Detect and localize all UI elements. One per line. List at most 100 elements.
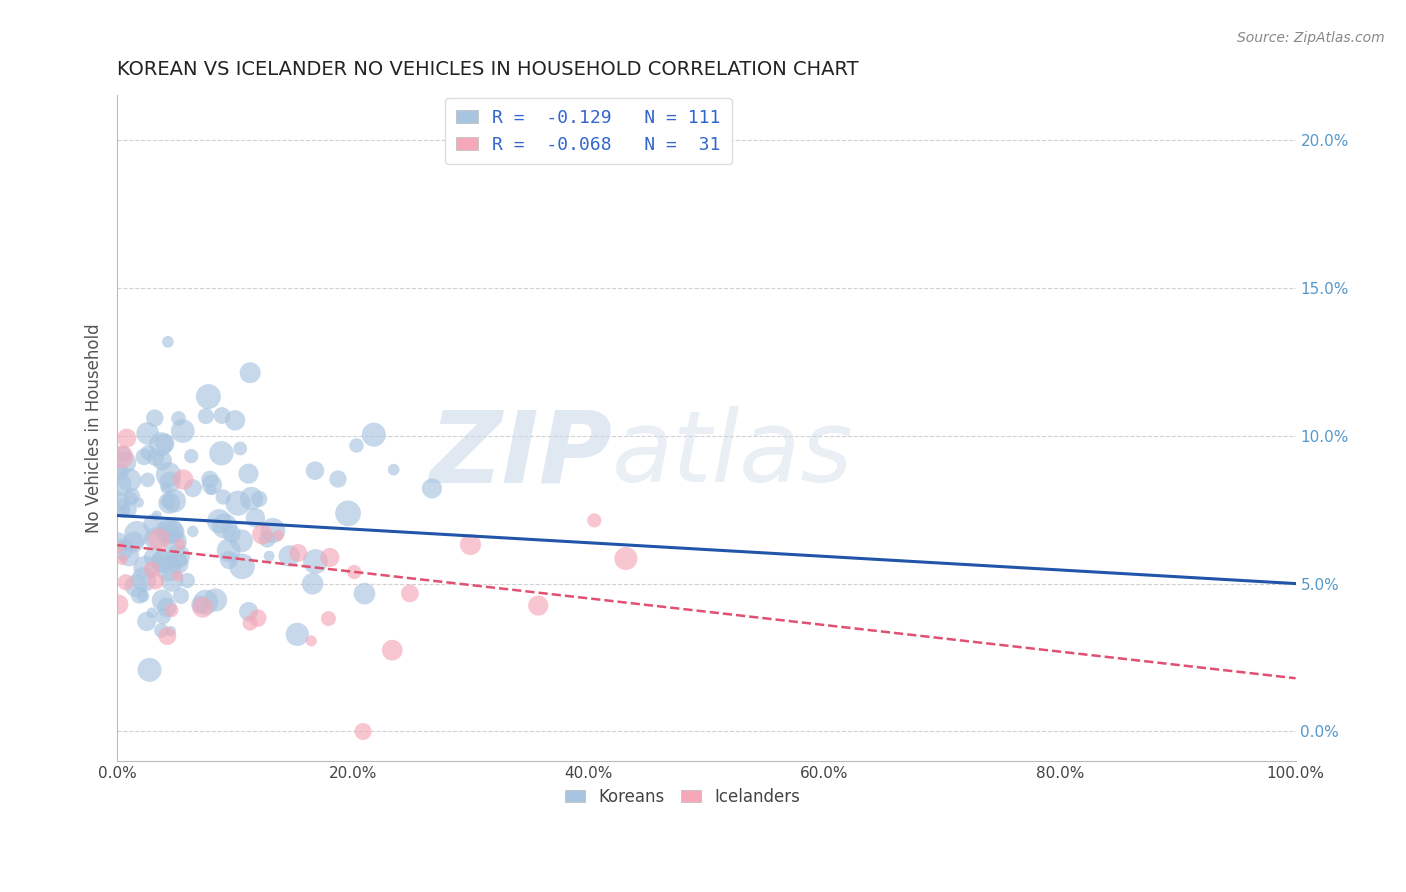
Point [159, 624, 181, 638]
Point [145, 574, 167, 588]
Point [118, 502, 141, 516]
Point [218, 553, 240, 567]
Point [141, 562, 163, 576]
Point [214, 519, 236, 533]
Point [125, 527, 148, 541]
Point [107, 494, 129, 508]
Point [148, 533, 170, 547]
Point [157, 467, 180, 482]
Point [194, 409, 217, 423]
Point [181, 524, 204, 539]
Point [245, 511, 267, 525]
Point [208, 514, 231, 528]
Point [150, 624, 173, 638]
Point [363, 427, 385, 442]
Point [156, 629, 179, 643]
Point [257, 549, 280, 563]
Point [107, 598, 129, 612]
Point [420, 482, 443, 496]
Point [304, 555, 326, 569]
Point [399, 586, 422, 600]
Point [198, 472, 221, 486]
Point [128, 495, 150, 509]
Point [221, 526, 243, 541]
Point [278, 549, 301, 563]
Point [107, 533, 129, 548]
Point [460, 537, 482, 551]
Point [167, 411, 190, 425]
Point [108, 477, 131, 491]
Point [122, 535, 145, 549]
Point [343, 565, 366, 579]
Point [172, 473, 194, 487]
Point [132, 450, 155, 464]
Text: ZIP: ZIP [429, 407, 612, 503]
Point [135, 615, 157, 629]
Point [107, 541, 129, 555]
Point [167, 553, 190, 567]
Point [267, 528, 290, 542]
Point [134, 561, 156, 575]
Point [159, 524, 181, 538]
Point [172, 424, 194, 438]
Point [285, 627, 308, 641]
Point [112, 447, 135, 461]
Point [337, 507, 360, 521]
Point [224, 413, 246, 427]
Point [115, 431, 138, 445]
Point [229, 442, 252, 456]
Point [287, 546, 309, 560]
Point [157, 496, 180, 510]
Point [136, 473, 159, 487]
Point [156, 600, 179, 615]
Point [132, 573, 155, 587]
Point [125, 579, 148, 593]
Y-axis label: No Vehicles in Household: No Vehicles in Household [86, 324, 103, 533]
Point [128, 588, 150, 602]
Point [176, 574, 198, 588]
Point [136, 446, 159, 460]
Point [157, 562, 180, 576]
Point [194, 595, 217, 609]
Point [156, 334, 179, 349]
Point [132, 589, 155, 603]
Point [136, 426, 159, 441]
Point [142, 517, 165, 532]
Point [138, 663, 160, 677]
Point [200, 483, 222, 497]
Point [143, 532, 166, 546]
Text: atlas: atlas [612, 407, 853, 503]
Point [114, 456, 136, 470]
Point [301, 576, 323, 591]
Point [318, 611, 340, 625]
Point [150, 555, 173, 569]
Point [152, 555, 174, 569]
Point [240, 491, 263, 506]
Point [150, 437, 173, 451]
Point [114, 575, 136, 590]
Point [209, 446, 232, 460]
Point [181, 481, 204, 495]
Point [188, 598, 211, 612]
Point [204, 593, 226, 607]
Point [299, 633, 322, 648]
Point [197, 390, 219, 404]
Point [118, 473, 141, 487]
Point [304, 464, 326, 478]
Point [246, 611, 269, 625]
Point [262, 524, 284, 538]
Point [141, 606, 163, 620]
Point [166, 569, 188, 583]
Point [143, 411, 166, 425]
Point [231, 533, 253, 548]
Point [231, 559, 253, 574]
Point [111, 552, 134, 566]
Point [155, 481, 177, 495]
Point [252, 527, 274, 541]
Point [247, 491, 270, 506]
Point [201, 477, 224, 491]
Point [583, 513, 606, 527]
Point [110, 465, 132, 479]
Point [153, 436, 176, 450]
Point [152, 593, 174, 607]
